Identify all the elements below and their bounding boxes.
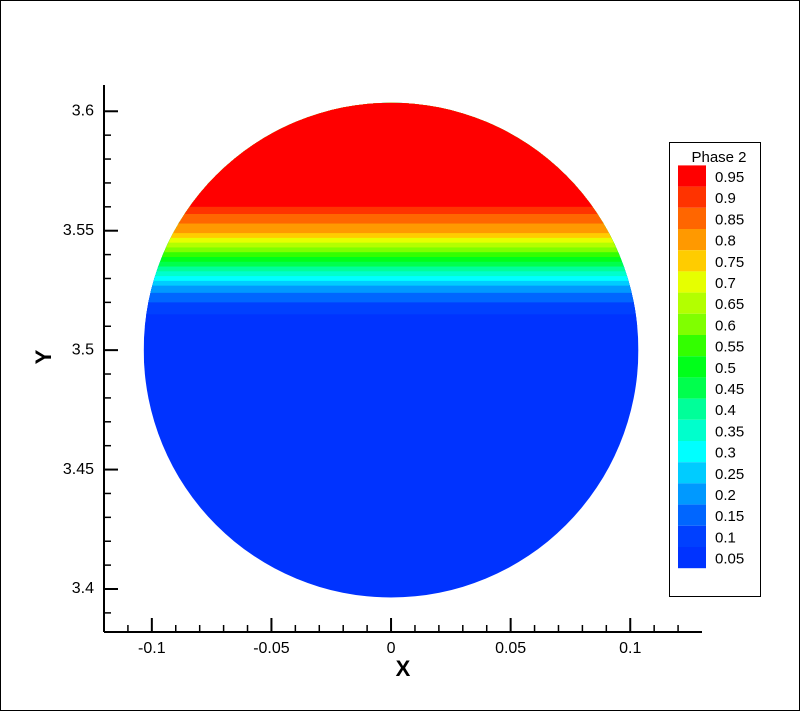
x-tick-label: -0.05 [253,640,290,657]
legend-label: 0.35 [715,423,744,440]
legend-label: 0.25 [715,466,744,483]
legend-swatch [678,419,706,441]
x-tick-label: -0.1 [138,640,166,657]
legend-swatch [678,313,706,335]
legend-label: 0.2 [715,487,736,504]
legend-swatch [678,483,706,505]
y-tick-label: 3.55 [63,222,94,239]
legend-label: 0.95 [715,169,744,186]
legend-label: 0.55 [715,339,744,356]
y-tick-label: 3.4 [72,580,94,597]
legend-label: 0.5 [715,360,736,377]
legend-swatch [678,250,706,272]
legend-swatch [678,207,706,229]
legend-swatch [678,462,706,484]
legend-label: 0.1 [715,529,736,546]
x-tick-label: 0.05 [495,640,526,657]
legend-label: 0.4 [715,402,736,419]
legend-label: 0.8 [715,233,736,250]
contour-field [143,102,639,598]
legend-label: 0.85 [715,211,744,228]
y-tick-label: 3.5 [72,341,94,358]
legend-label: 0.65 [715,296,744,313]
legend-swatch [678,229,706,251]
legend-swatch [678,525,706,547]
legend-swatch [678,292,706,314]
legend-label: 0.05 [715,551,744,568]
y-axis-title: Y [31,349,56,364]
legend-label: 0.9 [715,190,736,207]
legend-label: 0.75 [715,254,744,271]
y-tick-label: 3.45 [63,461,94,478]
legend-swatch [678,165,706,187]
legend-swatch [678,271,706,293]
legend-swatch [678,335,706,357]
y-tick-label: 3.6 [72,102,94,119]
legend-swatch [678,441,706,463]
legend-swatch [678,398,706,420]
legend-label: 0.3 [715,445,736,462]
legend-swatch [678,186,706,208]
legend-swatch [678,547,706,569]
legend-label: 0.6 [715,317,736,334]
legend-swatch [678,356,706,378]
legend-label: 0.7 [715,275,736,292]
x-axis-title: X [396,656,411,681]
legend-swatch [678,504,706,526]
x-tick-label: 0 [387,640,396,657]
legend-title: Phase 2 [691,149,746,166]
x-tick-label: 0.1 [619,640,641,657]
legend-swatch [678,377,706,399]
legend-label: 0.45 [715,381,744,398]
legend-label: 0.15 [715,508,744,525]
